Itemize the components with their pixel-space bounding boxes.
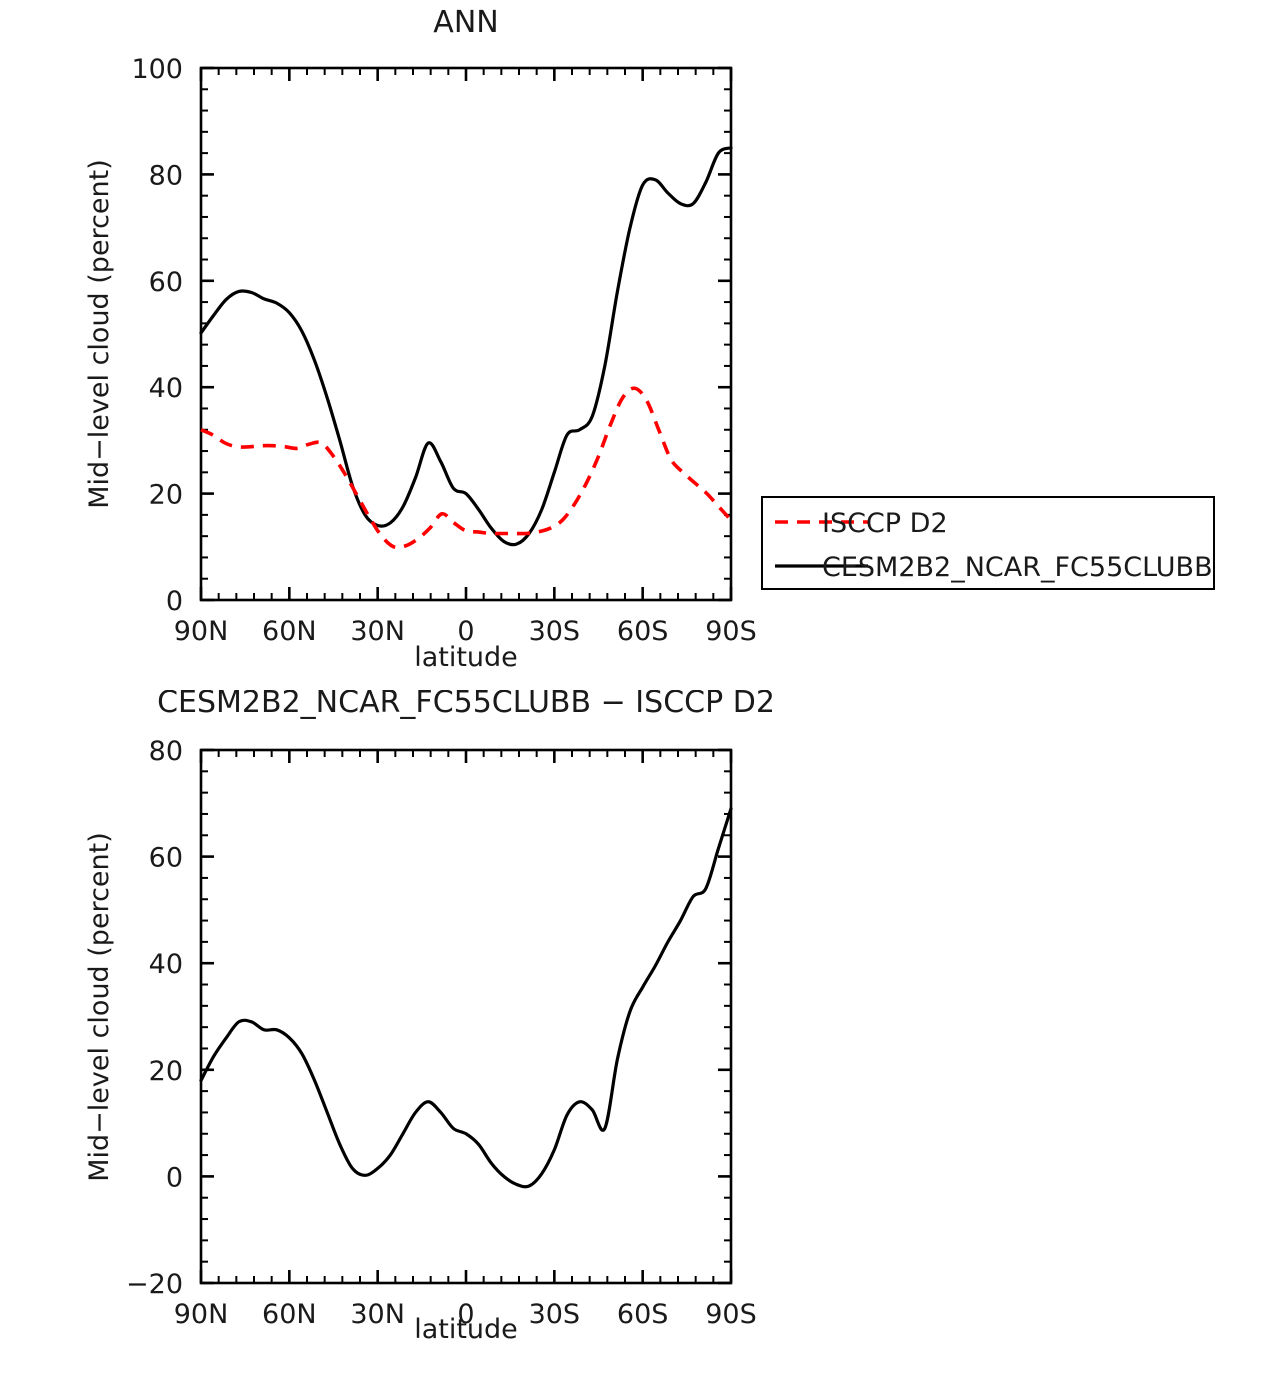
legend-label-cesm2b2: CESM2B2_NCAR_FC55CLUBB — [822, 552, 1213, 583]
panel-bottom-xticklabel: 30S — [529, 1299, 581, 1330]
panel-top-xticklabel: 30S — [529, 616, 581, 647]
panel-bottom-yticklabel: 20 — [149, 1056, 183, 1087]
series-line — [199, 146, 733, 547]
legend: ISCCP D2 CESM2B2_NCAR_FC55CLUBB — [761, 496, 1215, 590]
panel-top-xticklabel: 90N — [174, 616, 229, 647]
panel-bottom-axes: 90N 60N 30N 0 30S 60S 90S −20 0 20 40 60 80 — [126, 736, 757, 1330]
panel-top-xticklabel: 60N — [262, 616, 317, 647]
panel-bottom-ylabel: Mid−level cloud (percent) — [84, 832, 115, 1182]
panel-top: ANN 90N 60N 30N 0 30S 60S 90S 0 20 40 60 80 100 lati… — [84, 5, 1215, 673]
panel-top-curves — [199, 146, 733, 550]
panel-top-xticklabel: 30N — [350, 616, 405, 647]
legend-label-isccp-d2: ISCCP D2 — [822, 508, 948, 539]
panel-top-yticklabel: 40 — [149, 373, 183, 404]
panel-top-yticklabel: 0 — [166, 586, 183, 617]
panel-bottom-title: CESM2B2_NCAR_FC55CLUBB − ISCCP D2 — [157, 690, 775, 720]
panel-top-xlabel: latitude — [414, 642, 518, 673]
panel-bottom-xlabel: latitude — [414, 1314, 518, 1345]
panel-top-xticklabel: 60S — [617, 616, 669, 647]
panel-bottom-yticklabel: 40 — [149, 949, 183, 980]
panel-bottom-curves — [199, 807, 733, 1189]
panel-top-axes: 90N 60N 30N 0 30S 60S 90S 0 20 40 60 80 100 — [131, 54, 756, 647]
panel-top-yticklabel: 80 — [149, 160, 183, 191]
panel-top-xticklabel: 90S — [705, 616, 757, 647]
panel-top-xticklabel: 0 — [457, 616, 474, 647]
panel-top-ylabel: Mid−level cloud (percent) — [84, 159, 115, 509]
panel-bottom-yticklabel: 80 — [149, 736, 183, 767]
panel-bottom-xticklabel: 0 — [457, 1299, 474, 1330]
panel-top-title: ANN — [433, 5, 498, 40]
panel-top-yticklabel: 60 — [149, 267, 183, 298]
series-line — [200, 386, 733, 550]
panel-bottom-xticklabel: 60N — [262, 1299, 317, 1330]
panel-bottom-xticklabel: 30N — [350, 1299, 405, 1330]
panel-top-yticklabel: 100 — [131, 54, 183, 85]
panel-bottom-yticklabel: 60 — [149, 843, 183, 874]
panel-bottom-xticklabel: 60S — [617, 1299, 669, 1330]
panel-bottom-xticklabel: 90S — [705, 1299, 757, 1330]
series-line — [199, 807, 733, 1189]
panel-bottom-yticklabel: −20 — [126, 1269, 183, 1300]
legend-border — [761, 496, 1215, 590]
panel-bottom: CESM2B2_NCAR_FC55CLUBB − ISCCP D2 90N 60N… — [84, 690, 775, 1345]
panel-bottom-xticklabel: 90N — [174, 1299, 229, 1330]
panel-top-yticklabel: 20 — [149, 480, 183, 511]
panel-bottom-yticklabel: 0 — [166, 1162, 183, 1193]
